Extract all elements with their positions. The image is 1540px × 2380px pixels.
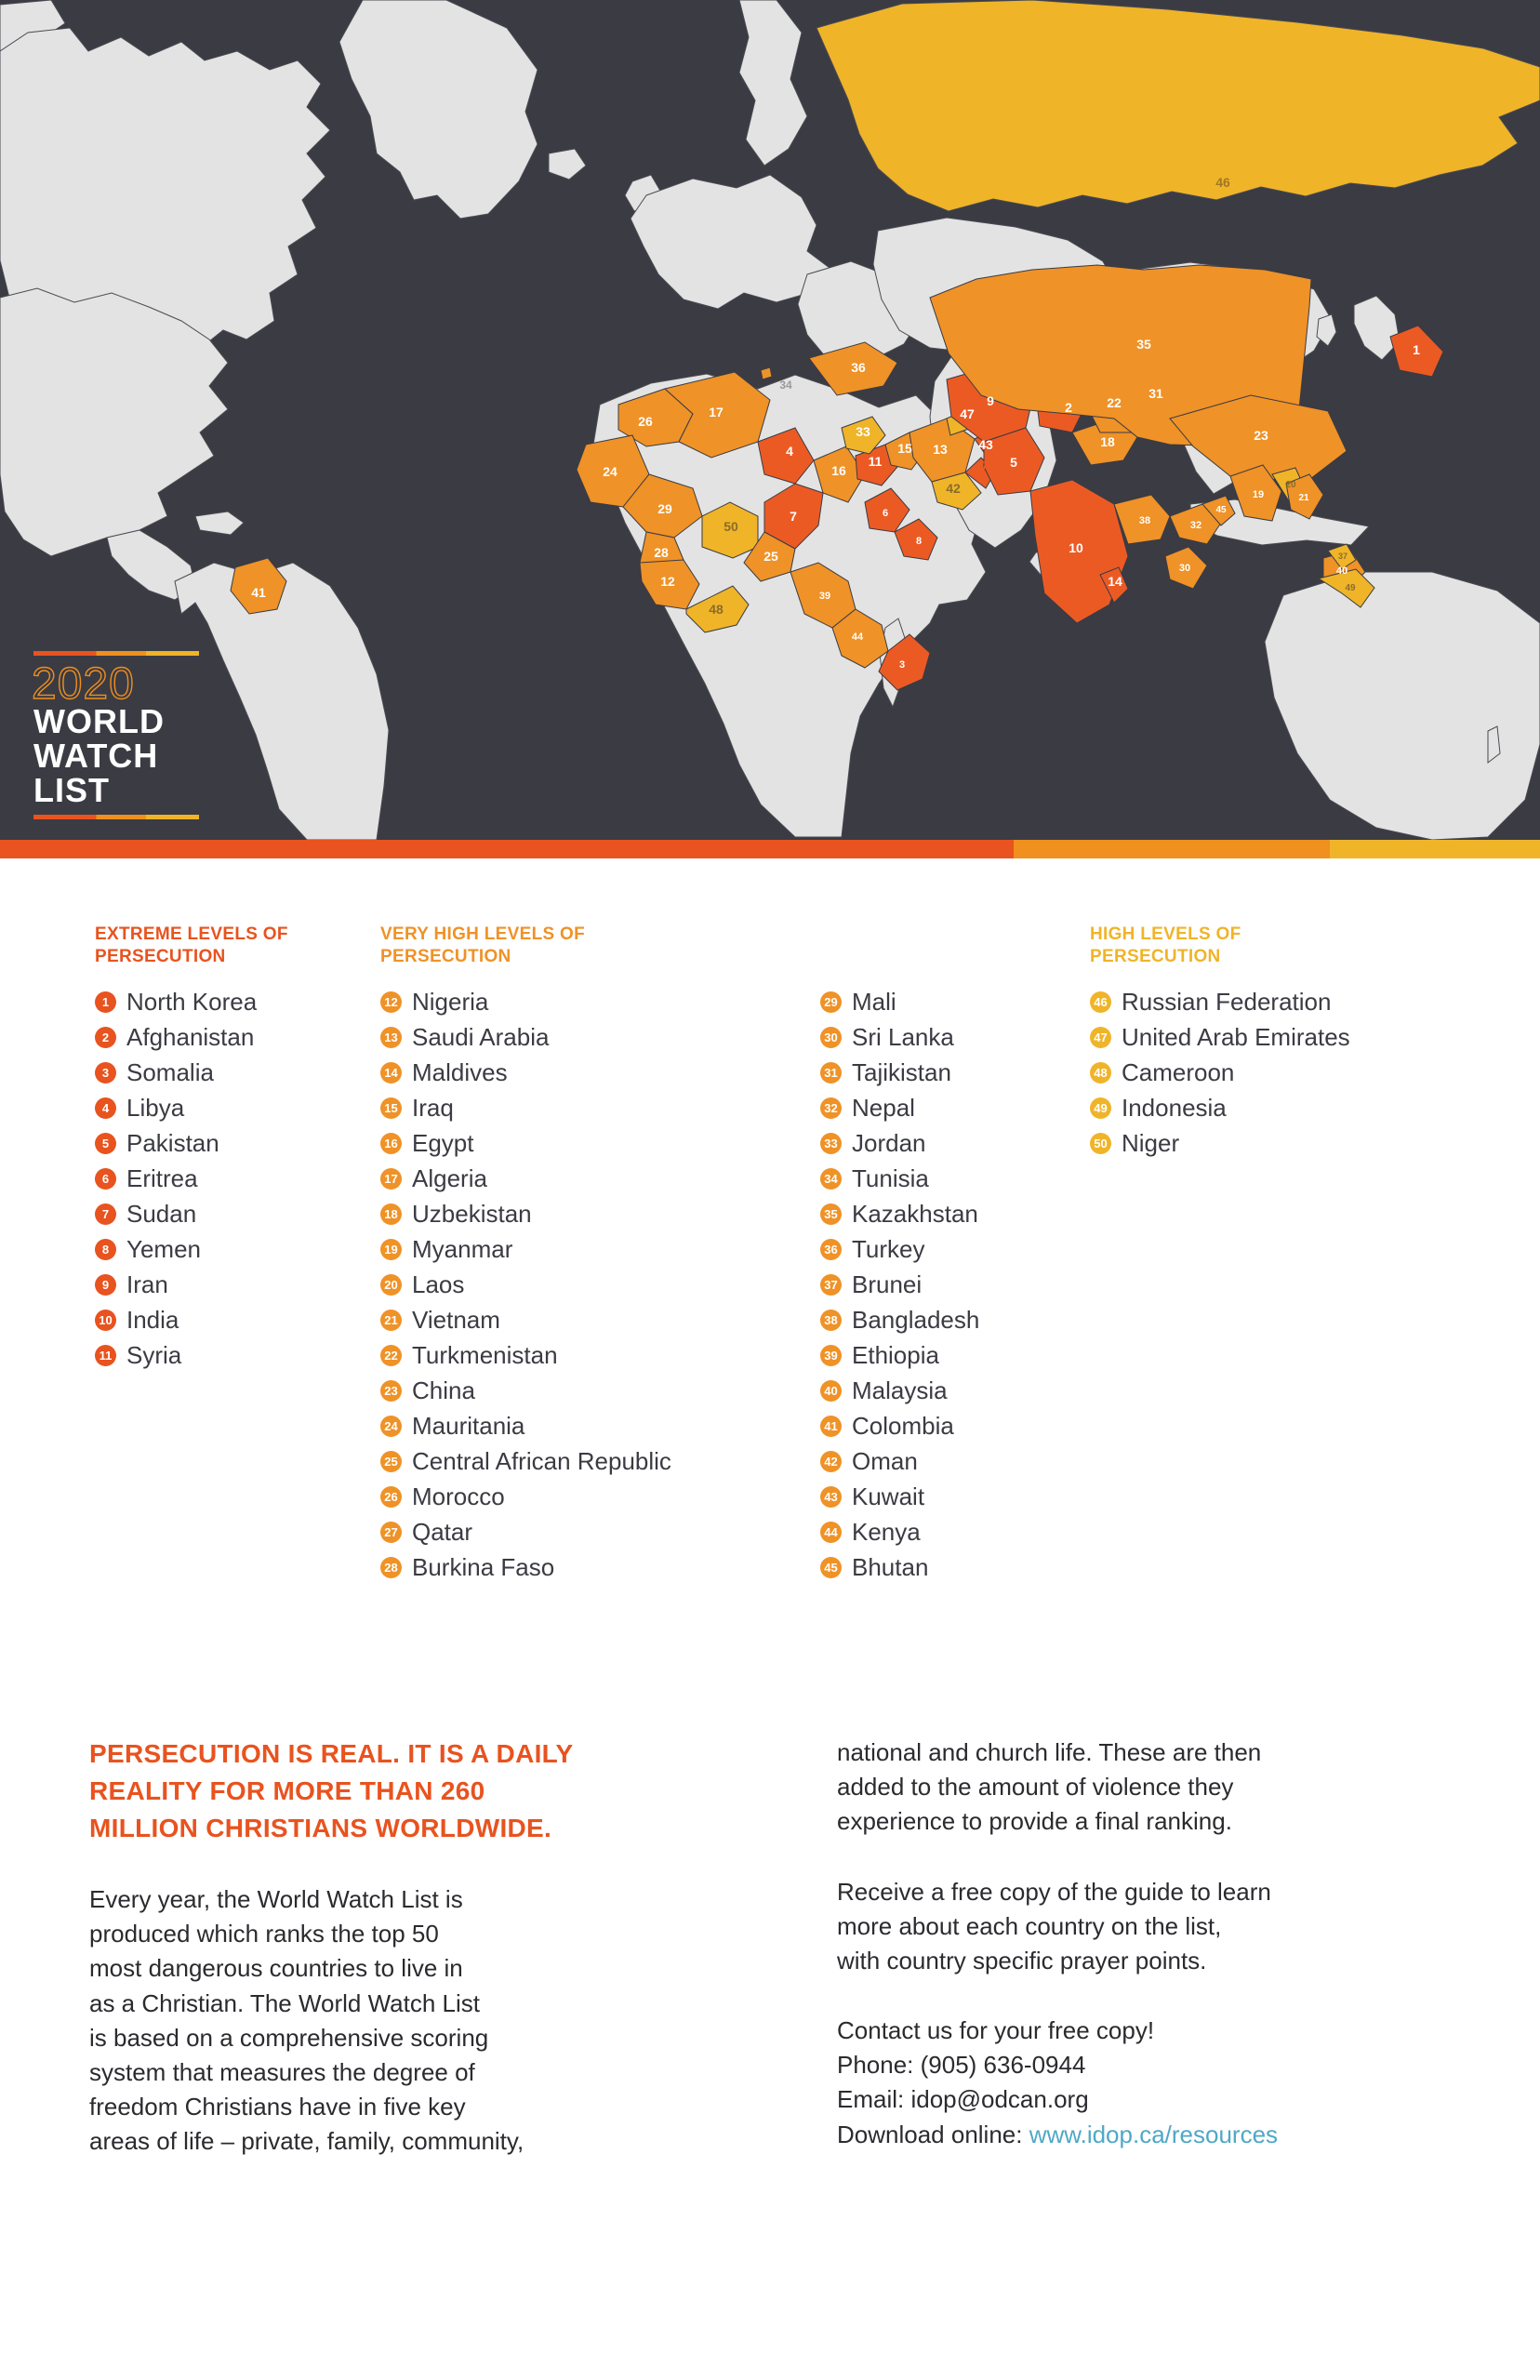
svg-text:33: 33	[856, 424, 870, 439]
svg-text:9: 9	[987, 393, 994, 408]
svg-text:42: 42	[946, 481, 961, 496]
svg-text:20: 20	[1285, 480, 1296, 490]
svg-text:6: 6	[883, 508, 888, 519]
svg-text:18: 18	[1100, 434, 1115, 449]
svg-text:1: 1	[1413, 342, 1420, 357]
svg-text:3: 3	[899, 659, 905, 671]
svg-text:21: 21	[1298, 493, 1309, 503]
svg-text:37: 37	[1338, 552, 1348, 561]
svg-text:13: 13	[933, 442, 948, 457]
svg-text:39: 39	[819, 591, 830, 602]
svg-text:29: 29	[657, 501, 672, 516]
svg-text:16: 16	[831, 463, 846, 478]
svg-text:17: 17	[709, 405, 724, 419]
svg-text:7: 7	[790, 509, 797, 524]
svg-text:32: 32	[1190, 520, 1201, 531]
svg-text:27: 27	[976, 460, 988, 472]
svg-text:47: 47	[960, 406, 975, 421]
svg-text:50: 50	[724, 519, 738, 534]
svg-text:45: 45	[1215, 505, 1227, 515]
svg-text:26: 26	[638, 414, 653, 429]
svg-text:34: 34	[779, 379, 792, 392]
svg-text:31: 31	[1148, 386, 1163, 401]
svg-text:40: 40	[1336, 565, 1348, 577]
svg-text:49: 49	[1345, 583, 1356, 593]
svg-text:24: 24	[603, 464, 617, 479]
svg-text:38: 38	[1139, 515, 1150, 526]
svg-text:22: 22	[1107, 395, 1122, 410]
svg-text:44: 44	[852, 632, 864, 643]
svg-text:10: 10	[1069, 540, 1083, 555]
svg-text:23: 23	[1254, 428, 1268, 443]
svg-text:35: 35	[1136, 337, 1151, 352]
svg-text:12: 12	[660, 574, 675, 589]
svg-text:8: 8	[916, 536, 922, 547]
svg-text:46: 46	[1215, 175, 1230, 190]
svg-text:41: 41	[251, 585, 266, 600]
svg-text:15: 15	[897, 441, 912, 456]
svg-text:11: 11	[869, 454, 883, 469]
svg-text:4: 4	[786, 444, 793, 459]
svg-text:48: 48	[709, 602, 724, 617]
svg-text:5: 5	[1010, 455, 1017, 470]
svg-text:28: 28	[654, 545, 669, 560]
svg-text:25: 25	[763, 549, 778, 564]
svg-text:19: 19	[1253, 489, 1264, 500]
svg-text:30: 30	[1179, 563, 1190, 574]
svg-text:36: 36	[851, 360, 866, 375]
svg-text:2: 2	[1065, 400, 1072, 415]
svg-text:43: 43	[978, 437, 993, 452]
svg-text:14: 14	[1108, 574, 1122, 589]
